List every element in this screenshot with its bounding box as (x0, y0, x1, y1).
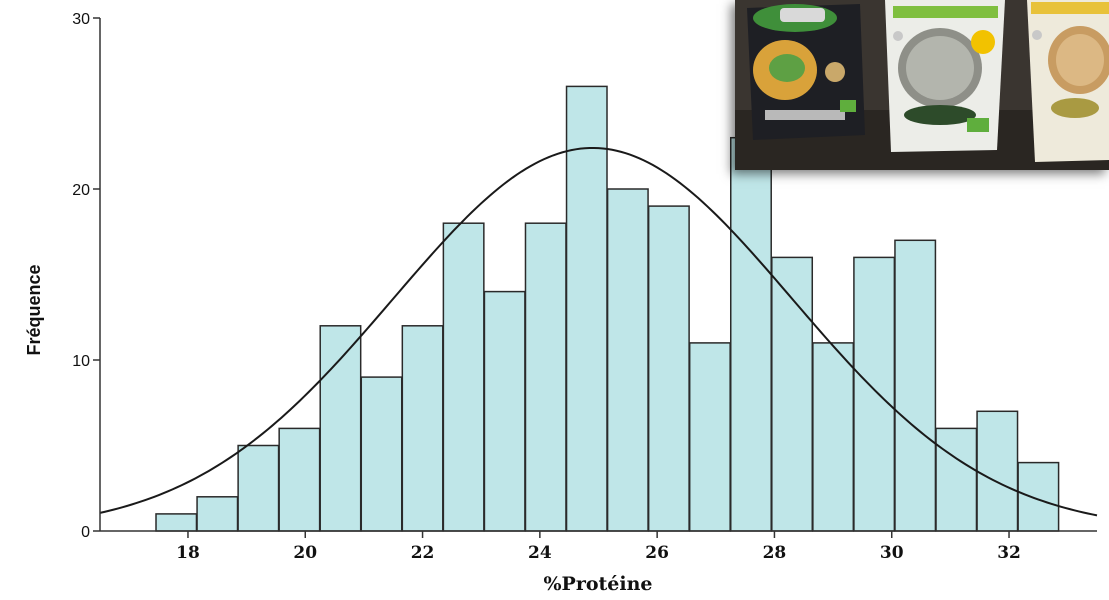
histogram-bar (442, 222, 485, 532)
y-tick-label: 30 (72, 11, 90, 28)
pasta-packages-photo (735, 0, 1109, 170)
histogram-bars (155, 85, 1060, 532)
histogram-bar (771, 256, 814, 532)
y-axis-ticks: 0 10 20 30 (72, 11, 100, 541)
yellow-pasta-package (1027, 0, 1109, 162)
x-axis-ticks: 18 20 22 24 26 28 30 32 (176, 531, 1021, 563)
histogram-bar (155, 513, 198, 532)
y-tick-label: 0 (81, 524, 90, 541)
y-tick-label: 20 (72, 182, 90, 199)
x-tick-label: 24 (528, 543, 552, 563)
histogram-bar (524, 222, 567, 532)
histogram-bar (812, 342, 855, 532)
histogram-bar (688, 342, 731, 532)
histogram-bar (1017, 461, 1060, 532)
x-axis-title: %Protéine (543, 573, 652, 595)
x-tick-label: 28 (763, 543, 787, 563)
histogram-bar (647, 205, 690, 532)
histogram-bar (853, 256, 896, 532)
y-axis-title: Fréquence (24, 264, 44, 355)
histogram-bar (565, 85, 608, 532)
histogram-bar (976, 410, 1019, 532)
histogram-bar (360, 376, 403, 532)
normal-distribution-curve (99, 146, 1098, 517)
x-tick-label: 22 (411, 543, 435, 563)
x-tick-label: 20 (293, 543, 317, 563)
histogram-bar (606, 188, 649, 532)
y-tick-label: 10 (72, 353, 90, 370)
histogram-bar (894, 239, 937, 532)
histogram-bar (483, 290, 526, 532)
histogram-bar (278, 427, 321, 532)
x-tick-label: 26 (645, 543, 669, 563)
white-pasta-package (885, 0, 1005, 152)
black-pasta-package (747, 4, 865, 140)
x-tick-label: 32 (997, 543, 1021, 563)
histogram-bar (401, 325, 444, 532)
x-tick-label: 18 (176, 543, 200, 563)
histogram-bar (237, 444, 280, 532)
histogram-bar (196, 496, 239, 532)
x-tick-label: 30 (880, 543, 904, 563)
histogram-bar (729, 136, 772, 532)
histogram-bar (319, 325, 362, 532)
histogram-bar (935, 427, 978, 532)
